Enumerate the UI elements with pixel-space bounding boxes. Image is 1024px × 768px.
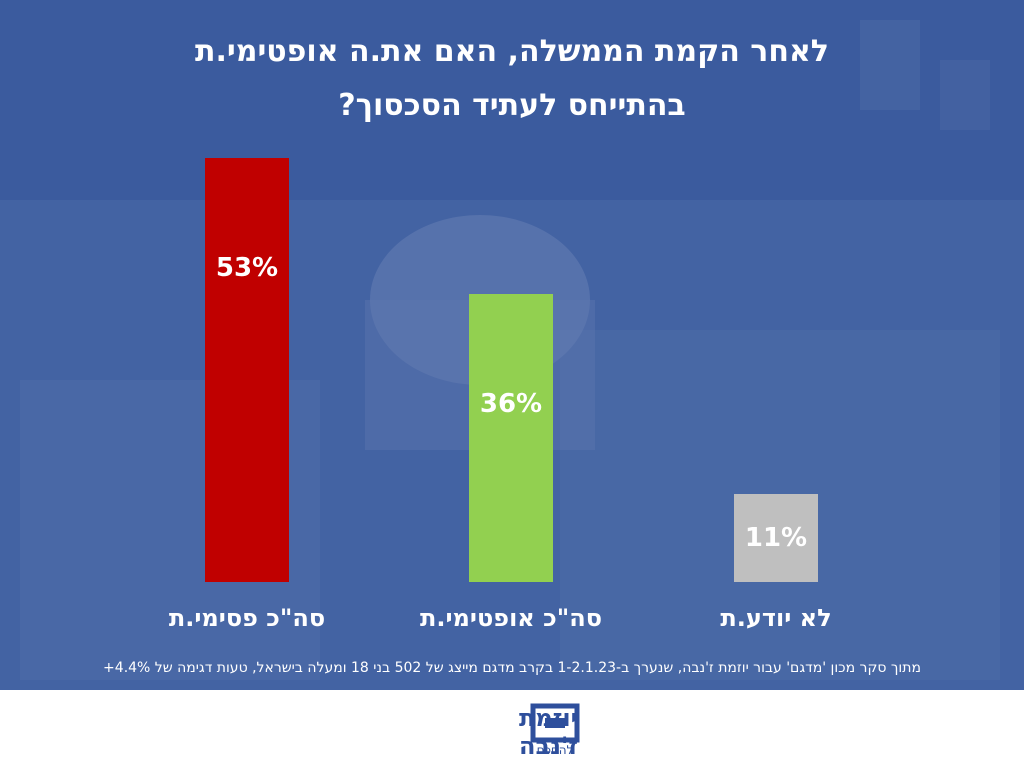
bar-value-label-3: 11% (745, 523, 807, 553)
bar-2 (469, 294, 553, 582)
bar-3 (734, 494, 818, 582)
logo-tagline: להסכם (537, 743, 574, 757)
bar-value-label-2: 36% (480, 389, 542, 419)
category-label-1: סה"כ פסימי.ת (169, 604, 325, 632)
chart-title-line-2: בהתייחס לעתיד הסכסוך? (338, 88, 686, 123)
source-note: מתוך סקר מכון 'מדגם' עבור יוזמת ז'נבה, ש… (103, 660, 921, 676)
logo-emblem-icon (530, 703, 580, 743)
bar-chart: 53% סה"כ פסימי.ת 36% סה"כ אופטימי.ת 11% לא יו… (169, 158, 832, 632)
chart-title-line-1: לאחר הקמת הממשלה, האם את.ה אופטימי.ת (195, 34, 829, 69)
category-label-3: לא יודע.ת (720, 604, 831, 632)
geneva-initiative-logo: יוזמת ז'נבה להסכם (519, 703, 580, 760)
footer-bar (0, 690, 1024, 768)
bar-value-label-1: 53% (216, 253, 278, 283)
bar-1 (205, 158, 289, 582)
logo-text-bottom: ז'נבה (519, 732, 578, 760)
category-label-2: סה"כ אופטימי.ת (420, 604, 602, 632)
